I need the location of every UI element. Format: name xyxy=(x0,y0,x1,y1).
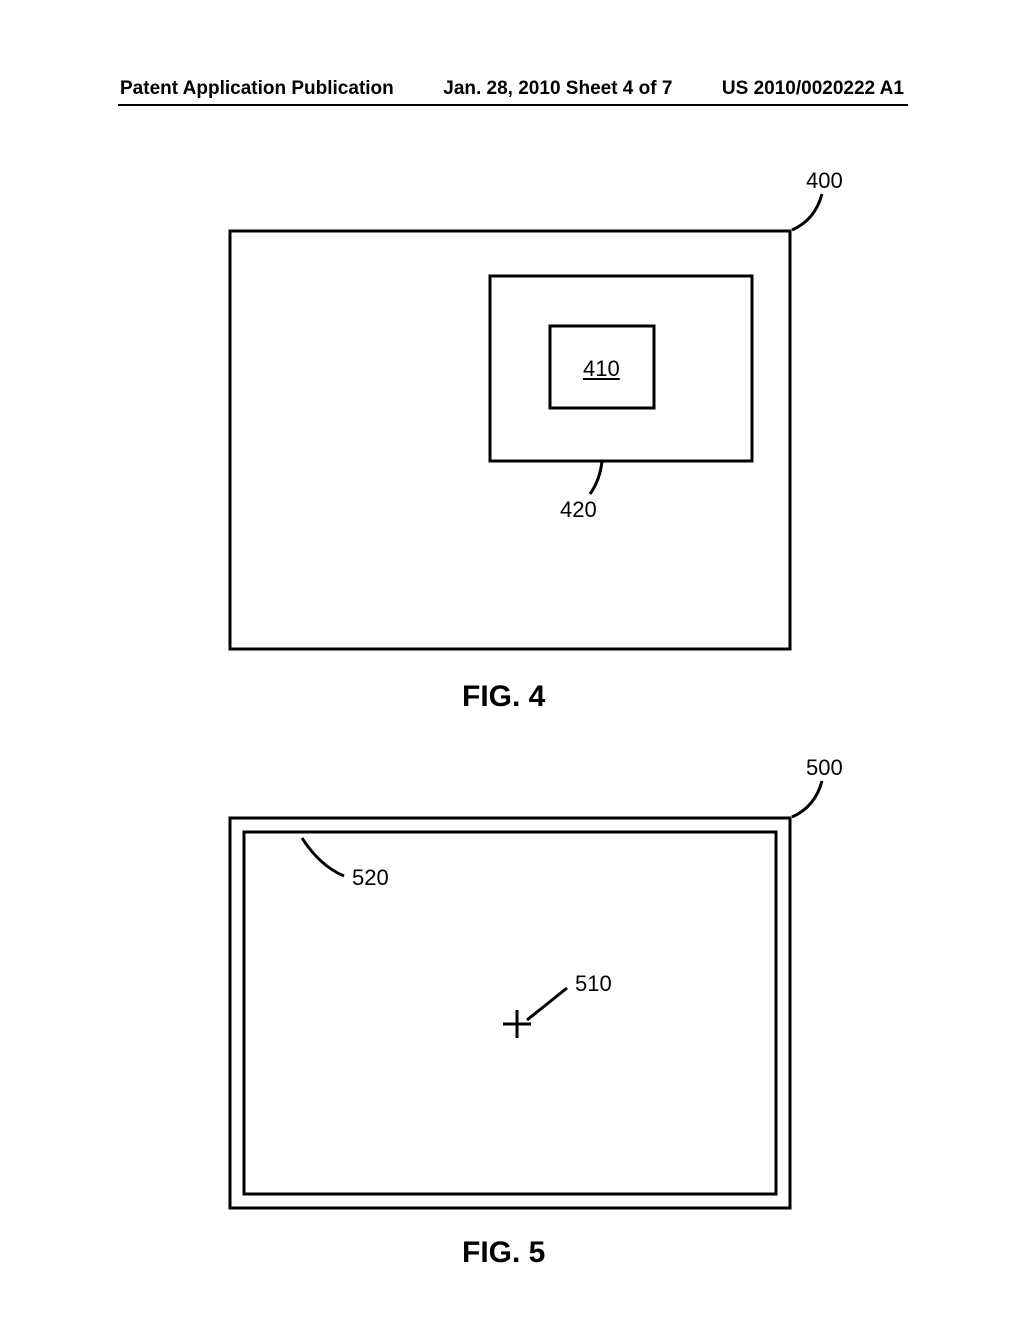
ref-label-510: 510 xyxy=(575,971,612,997)
ref-label-420: 420 xyxy=(560,497,597,523)
fig5-caption: FIG. 5 xyxy=(462,1236,545,1270)
fig4-mid-box xyxy=(490,276,752,461)
leader-520 xyxy=(302,838,344,876)
fig5-inner-box xyxy=(244,832,776,1194)
fig5-outer-box xyxy=(230,818,790,1208)
ref-label-400: 400 xyxy=(806,168,843,194)
leader-400 xyxy=(792,194,822,230)
center-cross-mark xyxy=(503,1010,531,1038)
ref-label-500: 500 xyxy=(806,755,843,781)
figure-4-diagram xyxy=(0,0,1024,750)
ref-label-410: 410 xyxy=(583,356,620,382)
ref-label-520: 520 xyxy=(352,865,389,891)
fig4-outer-box xyxy=(230,231,790,649)
leader-420 xyxy=(590,461,602,494)
figure-5-diagram xyxy=(0,720,1024,1320)
fig4-caption: FIG. 4 xyxy=(462,680,545,714)
leader-500 xyxy=(792,781,822,817)
leader-510 xyxy=(527,988,567,1020)
